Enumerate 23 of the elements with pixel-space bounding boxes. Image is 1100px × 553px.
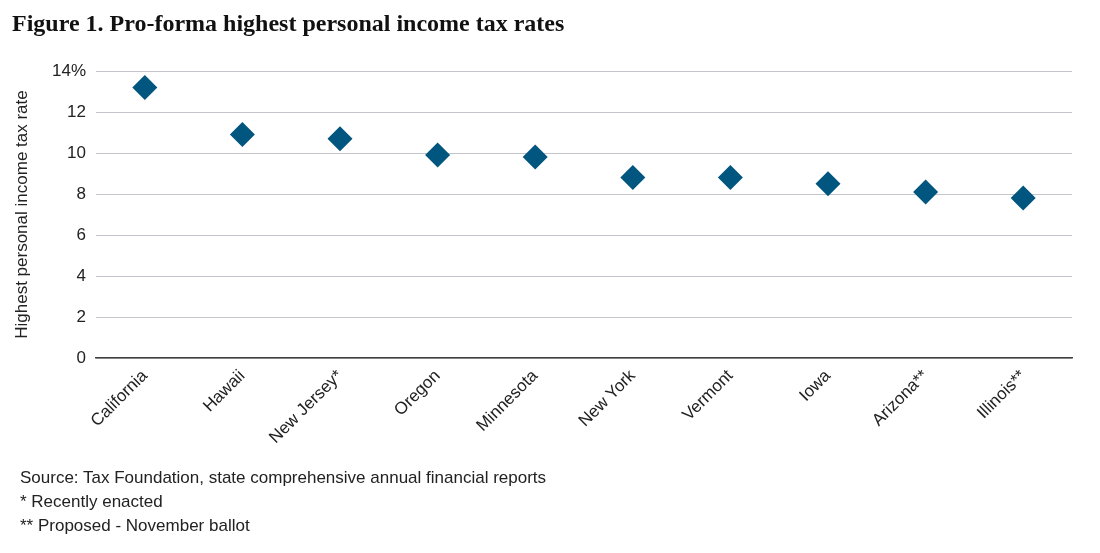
y-axis-title: Highest personal income tax rate [11,90,31,339]
point [913,179,939,205]
point [1010,185,1036,211]
y-tick-label: 0 [76,347,86,367]
point [717,165,743,191]
point [327,126,353,152]
y-tick-label: 4 [76,265,86,285]
y-tick-label: 12 [67,101,86,121]
chart-title: Figure 1. Pro-forma highest personal income tax rates [12,10,565,37]
y-tick-label: 10 [67,142,86,162]
point [522,144,548,170]
text: ** Proposed - November ballot [20,515,250,537]
y-tick-label: 6 [76,224,86,244]
source-note: Source: Tax Foundation, state comprehensive annual financial reports [20,467,547,489]
point [229,122,255,148]
point [815,171,841,197]
point [620,165,646,191]
y-tick-label: 8 [76,183,86,203]
y-tick-label: 2 [76,306,86,326]
point [425,142,451,168]
text: * Recently enacted [20,491,163,513]
point [132,74,158,100]
y-tick-label: 14% [51,60,86,80]
